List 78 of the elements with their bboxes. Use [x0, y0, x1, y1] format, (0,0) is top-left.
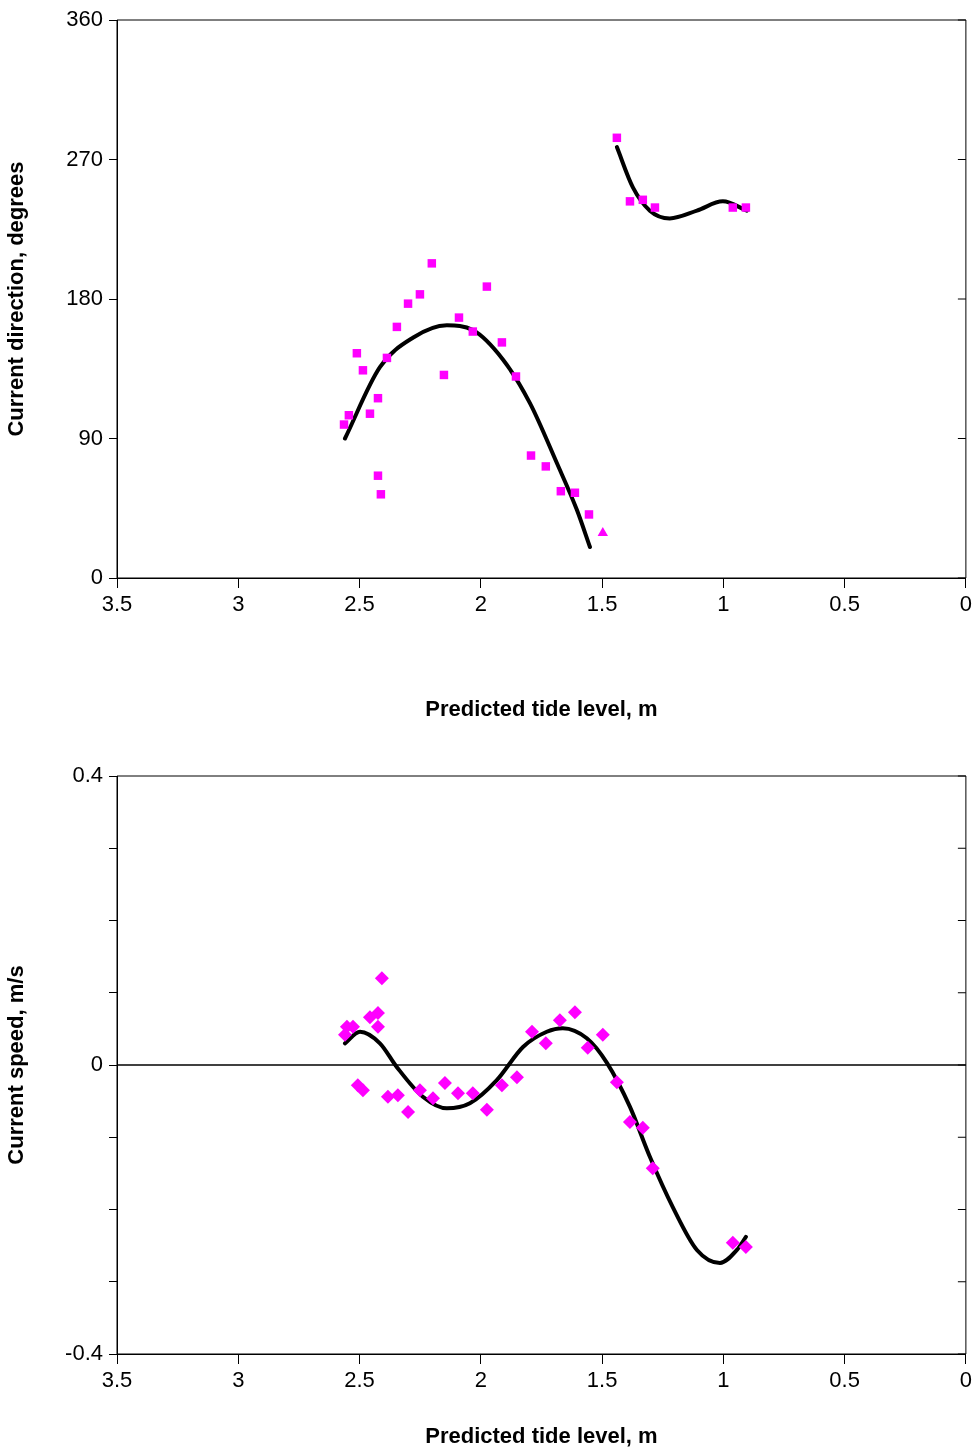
point [738, 1240, 753, 1255]
point [645, 1161, 660, 1176]
point [468, 327, 478, 336]
point [390, 1088, 405, 1103]
x-tick-label: 1.5 [586, 591, 618, 617]
x-tick-label: 2.5 [344, 1367, 375, 1393]
point [365, 409, 375, 418]
point [401, 1104, 416, 1119]
point [524, 1024, 539, 1039]
point [412, 1083, 427, 1098]
point [415, 290, 425, 299]
x-tick-label: 0 [959, 591, 973, 617]
point [625, 197, 635, 206]
point [635, 1120, 650, 1135]
point [339, 420, 349, 429]
point [465, 1086, 480, 1101]
point [609, 1075, 624, 1090]
point [370, 1005, 385, 1020]
x-axis-title: Predicted tide level, m [425, 1422, 658, 1448]
point [374, 971, 389, 986]
x-tick-label: 2.5 [344, 591, 375, 617]
point [370, 1019, 385, 1034]
point [437, 1076, 452, 1091]
point [373, 471, 383, 480]
point [454, 313, 464, 322]
point [538, 1036, 553, 1051]
x-tick-label: 3 [232, 591, 245, 617]
y-tick-label: 270 [66, 145, 103, 171]
y-tick-label: 360 [66, 6, 103, 32]
x-tick-label: 1 [717, 1367, 730, 1393]
x-tick-label: 0 [959, 1367, 973, 1393]
y-axis-title: Current speed, m/s [3, 965, 29, 1165]
point [509, 1070, 524, 1085]
x-tick-label: 0.5 [829, 591, 860, 617]
point [376, 490, 386, 499]
point [552, 1013, 567, 1028]
y-axis-title: Current direction, degrees [3, 161, 29, 437]
point [580, 1040, 595, 1055]
x-tick-label: 2 [474, 1367, 487, 1393]
point [650, 203, 660, 212]
point [403, 299, 413, 308]
point [380, 1089, 395, 1104]
point [595, 1027, 610, 1042]
point [584, 510, 594, 519]
point [741, 203, 751, 212]
y-tick-label: 0 [90, 564, 103, 590]
x-tick-label: 2 [474, 591, 487, 617]
point [567, 1005, 582, 1020]
point [541, 462, 551, 471]
x-tick-label: 1.5 [586, 1367, 618, 1393]
y-tick-label: 180 [66, 285, 103, 311]
x-axis-title: Predicted tide level, m [425, 695, 658, 721]
point [622, 1115, 637, 1130]
line-series [614, 145, 749, 221]
x-tick-label: 0.5 [829, 1367, 860, 1393]
x-tick-label: 3 [232, 1367, 245, 1393]
point [355, 1083, 370, 1098]
point [728, 203, 738, 212]
point [451, 1086, 466, 1101]
point [358, 366, 368, 375]
point [494, 1078, 509, 1093]
point [479, 1102, 494, 1117]
point [497, 338, 507, 347]
y-tick-label: 90 [78, 424, 103, 450]
y-tick-label: 0.4 [72, 762, 103, 788]
point [482, 282, 492, 291]
x-tick-label: 1 [717, 591, 730, 617]
point [526, 451, 536, 460]
point [511, 372, 521, 381]
point [597, 527, 608, 537]
line-series [342, 323, 592, 549]
point [427, 259, 437, 268]
point [426, 1091, 441, 1106]
point [725, 1235, 740, 1250]
y-tick-label: -0.4 [65, 1340, 103, 1366]
x-tick-label: 3.5 [101, 591, 133, 617]
x-tick-label: 3.5 [101, 1367, 133, 1393]
y-tick-label: 0 [90, 1051, 103, 1077]
